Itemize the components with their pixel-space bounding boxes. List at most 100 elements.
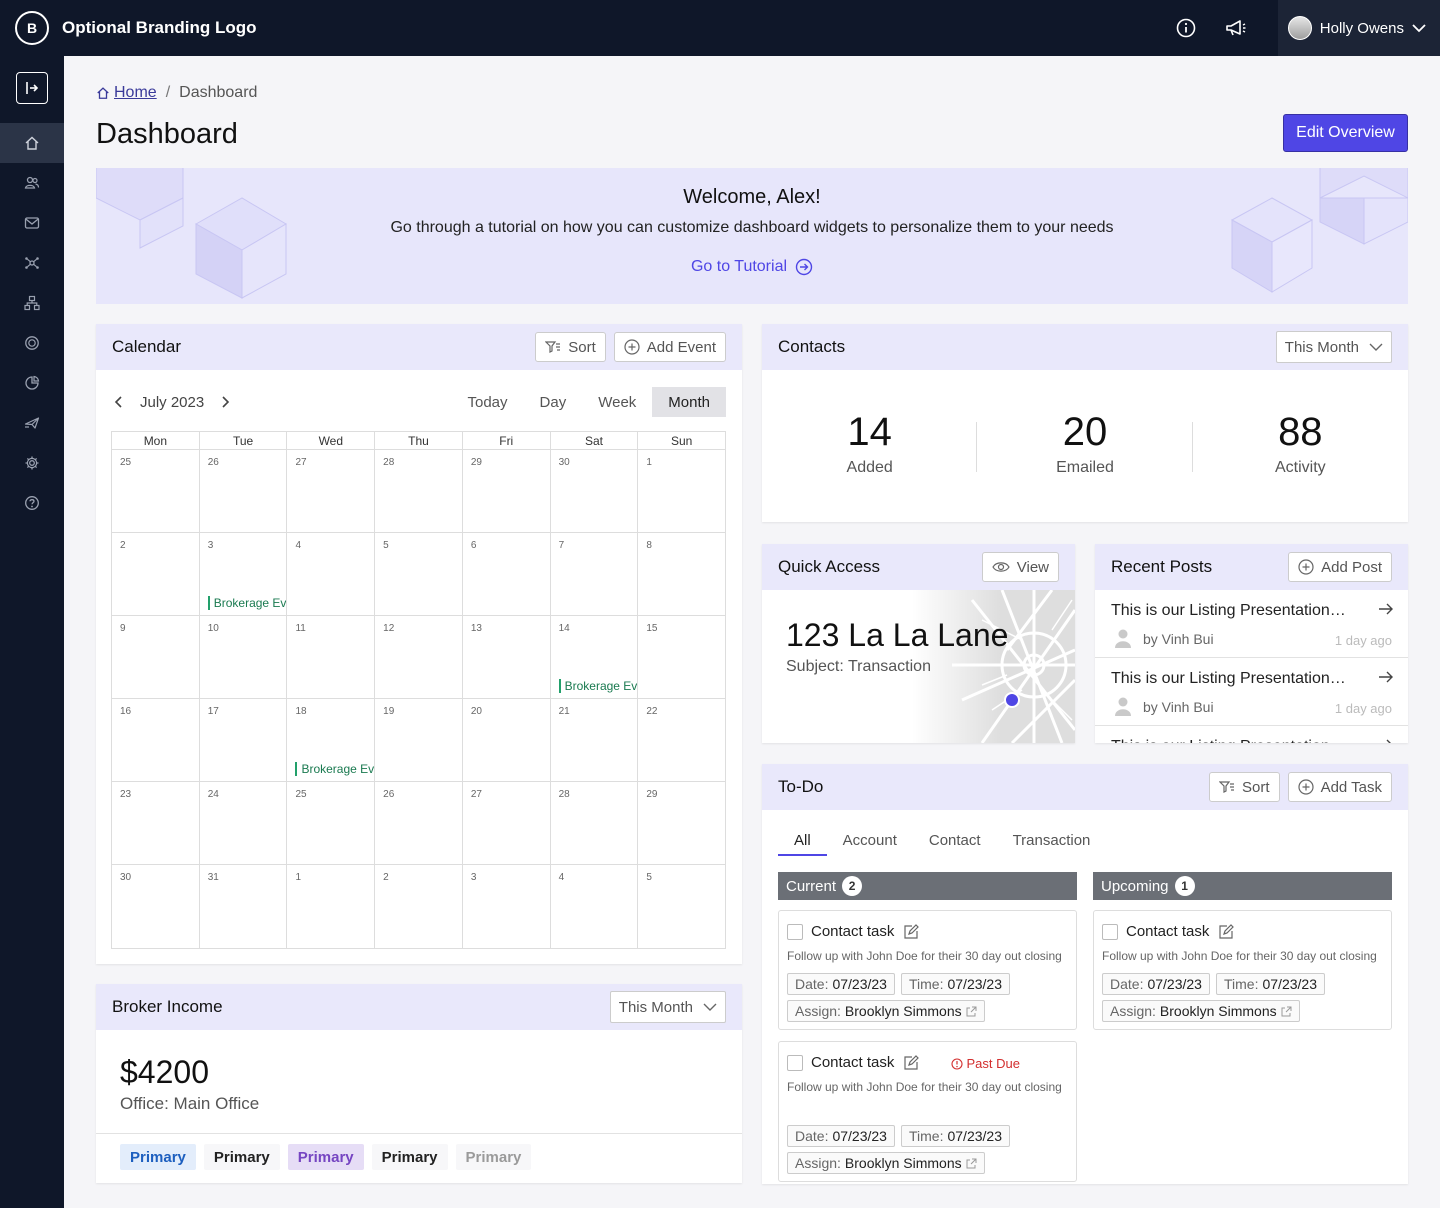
calendar-sort-button[interactable]: Sort <box>535 332 606 362</box>
calendar-day-cell[interactable]: 8 <box>638 533 725 615</box>
calendar-day-cell[interactable]: 5 <box>375 533 463 615</box>
calendar-day-cell[interactable]: 6 <box>463 533 551 615</box>
brand[interactable]: B Optional Branding Logo <box>15 11 257 45</box>
calendar-day-cell[interactable]: 26 <box>200 450 288 532</box>
calendar-day-cell[interactable]: 2 <box>375 865 463 948</box>
tab-all[interactable]: All <box>778 826 827 856</box>
calendar-day-cell[interactable]: 24 <box>200 782 288 864</box>
external-link-icon[interactable] <box>966 1006 977 1017</box>
post-item[interactable]: This is our Listing Presentation… by Vinh… <box>1095 590 1408 658</box>
calendar-day-cell[interactable]: 1 <box>638 450 725 532</box>
calendar-day-cell[interactable]: 3 <box>463 865 551 948</box>
calendar-day-cell[interactable]: 29 <box>463 450 551 532</box>
arrow-right-icon[interactable] <box>1378 670 1394 689</box>
tutorial-link[interactable]: Go to Tutorial <box>96 258 1408 276</box>
income-period-select[interactable]: This Month <box>609 991 726 1023</box>
calendar-day-cell[interactable]: 2 <box>112 533 200 615</box>
arrow-right-icon[interactable] <box>1378 738 1394 743</box>
sidebar-item-mail[interactable] <box>0 203 64 243</box>
sidebar-item-finance[interactable] <box>0 323 64 363</box>
external-link-icon[interactable] <box>1281 1006 1292 1017</box>
calendar-day-cell[interactable]: 9 <box>112 616 200 698</box>
calendar-day-cell[interactable]: 14 Brokerage Ev <box>551 616 639 698</box>
calendar-event[interactable]: Brokerage Ev <box>558 679 638 693</box>
contacts-period-select[interactable]: This Month <box>1275 331 1392 363</box>
add-event-button[interactable]: Add Event <box>613 332 726 362</box>
task-card[interactable]: Contact task Follow up with John Doe for … <box>778 910 1077 1030</box>
task-checkbox[interactable] <box>787 1054 803 1071</box>
calendar-day-cell[interactable]: 17 <box>200 699 288 781</box>
info-icon[interactable] <box>1166 8 1206 48</box>
task-card[interactable]: Contact task Past Due Follow up with John … <box>778 1041 1077 1182</box>
tab-account[interactable]: Account <box>842 832 897 849</box>
calendar-day-cell[interactable]: 7 <box>551 533 639 615</box>
view-day-button[interactable]: Day <box>539 393 567 411</box>
calendar-day-cell[interactable]: 20 <box>463 699 551 781</box>
arrow-right-icon[interactable] <box>1378 602 1394 621</box>
user-menu[interactable]: Holly Owens <box>1277 0 1440 56</box>
external-link-icon[interactable] <box>966 1158 977 1169</box>
tab-transaction[interactable]: Transaction <box>1012 832 1091 849</box>
calendar-day-cell[interactable]: 27 <box>463 782 551 864</box>
calendar-day-cell[interactable]: 19 <box>375 699 463 781</box>
calendar-day-cell[interactable]: 31 <box>200 865 288 948</box>
calendar-day-cell[interactable]: 25 <box>112 450 200 532</box>
post-item[interactable]: This is our Listing Presentation… by Vinh… <box>1095 658 1408 726</box>
quick-access-body[interactable]: 123 La La Lane Subject: Transaction <box>762 590 1075 743</box>
view-month-button[interactable]: Month <box>652 387 726 417</box>
calendar-day-cell[interactable]: 30 <box>551 450 639 532</box>
calendar-day-cell[interactable]: 12 <box>375 616 463 698</box>
calendar-day-cell[interactable]: 16 <box>112 699 200 781</box>
sidebar-item-reports[interactable] <box>0 363 64 403</box>
edit-icon[interactable] <box>1218 923 1235 940</box>
edit-icon[interactable] <box>903 923 920 940</box>
edit-icon[interactable] <box>903 1054 920 1071</box>
view-week-button[interactable]: Week <box>598 393 637 411</box>
post-item[interactable]: This is our Listing Presentation… <box>1095 726 1408 743</box>
sidebar-item-hierarchy[interactable] <box>0 283 64 323</box>
calendar-event[interactable]: Brokerage Ev <box>207 596 287 610</box>
megaphone-icon[interactable] <box>1216 8 1256 48</box>
calendar-day-cell[interactable]: 28 <box>551 782 639 864</box>
calendar-day-cell[interactable]: 25 <box>287 782 376 864</box>
sidebar-item-home[interactable] <box>0 123 64 163</box>
calendar-day-cell[interactable]: 10 <box>200 616 288 698</box>
sidebar-item-contacts[interactable] <box>0 163 64 203</box>
chevron-right-icon[interactable] <box>218 395 232 409</box>
calendar-day-cell[interactable]: 18 Brokerage Ev <box>287 699 376 781</box>
calendar-day-cell[interactable]: 22 <box>638 699 725 781</box>
sidebar-item-network[interactable] <box>0 243 64 283</box>
calendar-day-cell[interactable]: 13 <box>463 616 551 698</box>
calendar-day-cell[interactable]: 23 <box>112 782 200 864</box>
calendar-day-cell[interactable]: 3 Brokerage Ev <box>200 533 288 615</box>
post-title[interactable]: This is our Listing Presentation… <box>1111 670 1346 687</box>
post-title[interactable]: This is our Listing Presentation… <box>1111 738 1346 743</box>
add-task-button[interactable]: Add Task <box>1287 772 1392 802</box>
task-assign-tag[interactable]: Assign: Brooklyn Simmons <box>1102 1000 1300 1022</box>
calendar-day-cell[interactable]: 26 <box>375 782 463 864</box>
calendar-day-cell[interactable]: 5 <box>638 865 725 948</box>
quick-access-view-button[interactable]: View <box>981 552 1059 582</box>
calendar-day-cell[interactable]: 30 <box>112 865 200 948</box>
calendar-day-cell[interactable]: 1 <box>287 865 376 948</box>
calendar-event[interactable]: Brokerage Ev <box>295 762 374 776</box>
task-checkbox[interactable] <box>787 923 803 940</box>
task-checkbox[interactable] <box>1102 923 1118 940</box>
calendar-day-cell[interactable]: 11 <box>287 616 376 698</box>
chevron-left-icon[interactable] <box>112 395 126 409</box>
todo-sort-button[interactable]: Sort <box>1209 772 1280 802</box>
sidebar-item-marketing[interactable] <box>0 403 64 443</box>
sidebar-item-help[interactable] <box>0 483 64 523</box>
edit-overview-button[interactable]: Edit Overview <box>1283 114 1408 152</box>
post-title[interactable]: This is our Listing Presentation… <box>1111 602 1346 619</box>
calendar-day-cell[interactable]: 29 <box>638 782 725 864</box>
breadcrumb-home-link[interactable]: Home <box>114 84 157 101</box>
add-post-button[interactable]: Add Post <box>1288 552 1392 582</box>
calendar-day-cell[interactable]: 4 <box>551 865 639 948</box>
sidebar-toggle-button[interactable] <box>16 72 48 104</box>
calendar-day-cell[interactable]: 28 <box>375 450 463 532</box>
sidebar-item-settings[interactable] <box>0 443 64 483</box>
calendar-day-cell[interactable]: 21 <box>551 699 639 781</box>
task-card[interactable]: Contact task Follow up with John Doe for … <box>1093 910 1392 1030</box>
view-today-button[interactable]: Today <box>467 393 508 411</box>
